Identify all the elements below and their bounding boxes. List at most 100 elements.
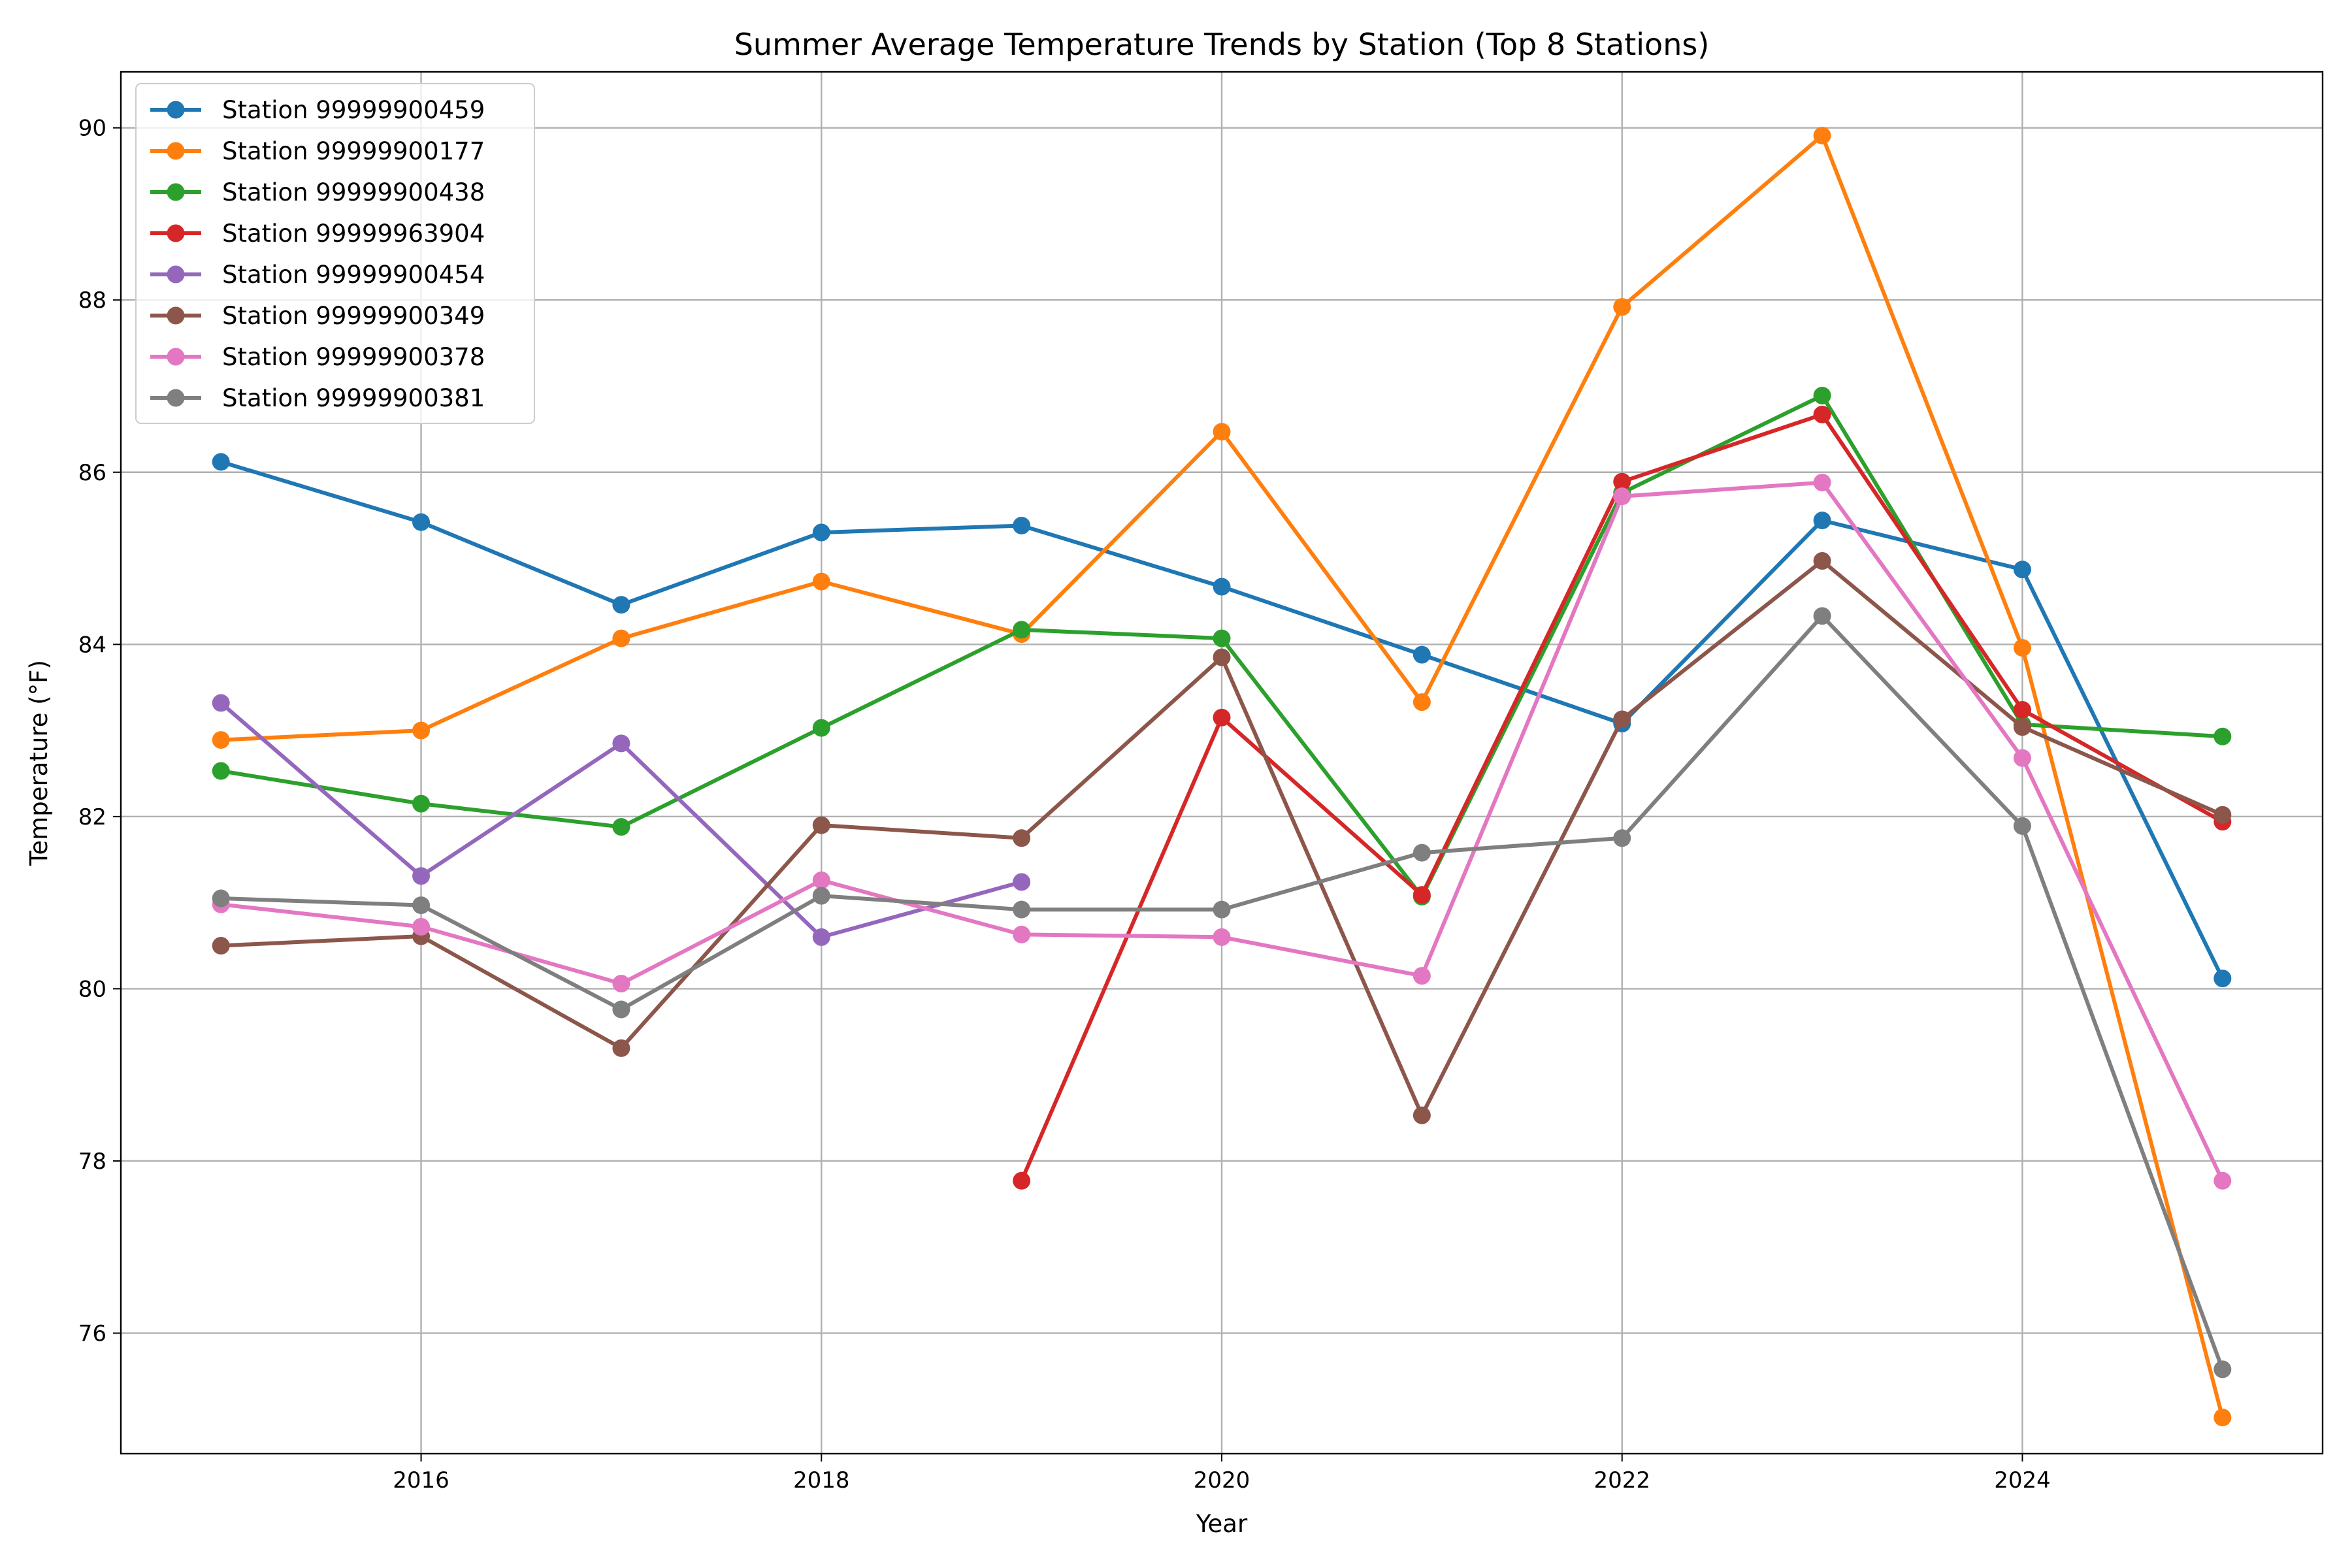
legend-label: Station 99999900381 bbox=[222, 384, 485, 412]
data-point bbox=[2013, 817, 2031, 835]
data-point bbox=[1813, 607, 1831, 625]
data-point bbox=[1013, 829, 1031, 847]
legend-label: Station 99999900378 bbox=[222, 343, 485, 371]
data-point bbox=[612, 734, 630, 753]
legend-marker bbox=[167, 183, 185, 201]
data-point bbox=[612, 596, 630, 614]
x-axis-title: Year bbox=[1196, 1510, 1248, 1538]
data-point bbox=[1013, 873, 1031, 891]
y-tick-label: 84 bbox=[78, 632, 106, 658]
legend-label: Station 99999900177 bbox=[222, 137, 485, 165]
data-point bbox=[1213, 708, 1231, 727]
data-point bbox=[1013, 621, 1031, 639]
data-point bbox=[1813, 386, 1831, 404]
data-point bbox=[1213, 900, 1231, 919]
legend-item: Station 99999900177 bbox=[150, 137, 485, 165]
legend-label: Station 99999900454 bbox=[222, 261, 485, 289]
x-tick-label: 2018 bbox=[793, 1467, 850, 1494]
legend-item: Station 99999900378 bbox=[150, 343, 485, 371]
data-point bbox=[812, 719, 830, 737]
y-axis-title: Temperature (°F) bbox=[25, 660, 53, 866]
data-point bbox=[1413, 693, 1431, 711]
data-point bbox=[2013, 749, 2031, 767]
y-tick-label: 80 bbox=[78, 976, 106, 1002]
series-station-99999963904 bbox=[1013, 405, 2232, 1190]
data-point bbox=[812, 887, 830, 905]
legend-marker bbox=[167, 142, 185, 160]
data-point bbox=[812, 816, 830, 834]
data-point bbox=[1413, 1106, 1431, 1124]
data-point bbox=[612, 975, 630, 993]
data-point bbox=[2213, 806, 2232, 824]
data-point bbox=[412, 896, 431, 915]
y-tick-label: 76 bbox=[78, 1321, 106, 1347]
data-point bbox=[212, 762, 230, 780]
data-point bbox=[1813, 127, 1831, 145]
series-station-99999900454 bbox=[212, 694, 1031, 946]
data-point bbox=[2213, 1409, 2232, 1427]
axis-ticks: 2016 2018 2020 2022 2024 76 78 80 82 84 86 88 90 bbox=[78, 116, 2051, 1494]
legend-item: Station 99999900438 bbox=[150, 178, 485, 206]
legend-marker bbox=[167, 389, 185, 407]
data-point bbox=[1213, 648, 1231, 666]
data-point bbox=[1013, 1171, 1031, 1190]
x-tick-label: 2020 bbox=[1194, 1467, 1250, 1494]
data-point bbox=[1613, 710, 1631, 728]
data-point bbox=[2213, 970, 2232, 988]
data-point bbox=[1813, 474, 1831, 492]
legend-label: Station 99999900438 bbox=[222, 178, 485, 206]
data-point bbox=[412, 867, 431, 885]
data-point bbox=[812, 523, 830, 542]
x-tick-label: 2024 bbox=[1994, 1467, 2051, 1494]
data-point bbox=[2013, 561, 2031, 579]
y-tick-label: 90 bbox=[78, 116, 106, 142]
legend-label: Station 99999963904 bbox=[222, 220, 485, 248]
data-point bbox=[612, 1039, 630, 1057]
y-tick-label: 78 bbox=[78, 1149, 106, 1175]
data-point bbox=[1213, 928, 1231, 946]
chart-title: Summer Average Temperature Trends by Sta… bbox=[734, 27, 1710, 62]
series-station-99999900378 bbox=[212, 474, 2232, 1190]
legend-label: Station 99999900459 bbox=[222, 96, 485, 124]
data-point bbox=[612, 818, 630, 836]
data-point bbox=[1013, 925, 1031, 943]
x-tick-label: 2022 bbox=[1593, 1467, 1650, 1494]
legend: Station 99999900459 Station 99999900177 St… bbox=[135, 83, 535, 424]
data-point bbox=[212, 937, 230, 955]
legend-item: Station 99999900459 bbox=[150, 96, 485, 124]
x-tick-label: 2016 bbox=[393, 1467, 449, 1494]
y-tick-label: 88 bbox=[78, 287, 106, 314]
series-station-99999900349 bbox=[212, 551, 2232, 1124]
legend-marker bbox=[167, 265, 185, 284]
data-point bbox=[1413, 886, 1431, 904]
data-point bbox=[212, 694, 230, 712]
data-point bbox=[212, 731, 230, 749]
y-tick-label: 82 bbox=[78, 804, 106, 830]
legend-marker bbox=[167, 348, 185, 366]
data-point bbox=[2213, 1171, 2232, 1190]
data-point bbox=[1413, 967, 1431, 985]
data-point bbox=[2213, 727, 2232, 745]
data-point bbox=[1613, 472, 1631, 491]
data-point bbox=[612, 1000, 630, 1019]
legend-item: Station 99999900381 bbox=[150, 384, 485, 412]
data-point bbox=[212, 453, 230, 471]
data-point bbox=[1813, 551, 1831, 570]
series-station-99999900381 bbox=[212, 607, 2232, 1379]
data-point bbox=[2213, 1360, 2232, 1379]
data-point bbox=[1813, 512, 1831, 530]
data-point bbox=[1013, 900, 1031, 919]
data-point bbox=[612, 629, 630, 647]
data-point bbox=[1613, 487, 1631, 506]
series-station-99999900177 bbox=[212, 127, 2232, 1427]
legend-marker bbox=[167, 101, 185, 119]
data-point bbox=[2013, 639, 2031, 657]
data-point bbox=[1413, 843, 1431, 862]
legend-marker bbox=[167, 306, 185, 325]
data-point bbox=[812, 572, 830, 591]
data-point bbox=[2013, 700, 2031, 719]
data-point bbox=[812, 871, 830, 889]
data-point bbox=[212, 889, 230, 907]
y-tick-label: 86 bbox=[78, 460, 106, 486]
